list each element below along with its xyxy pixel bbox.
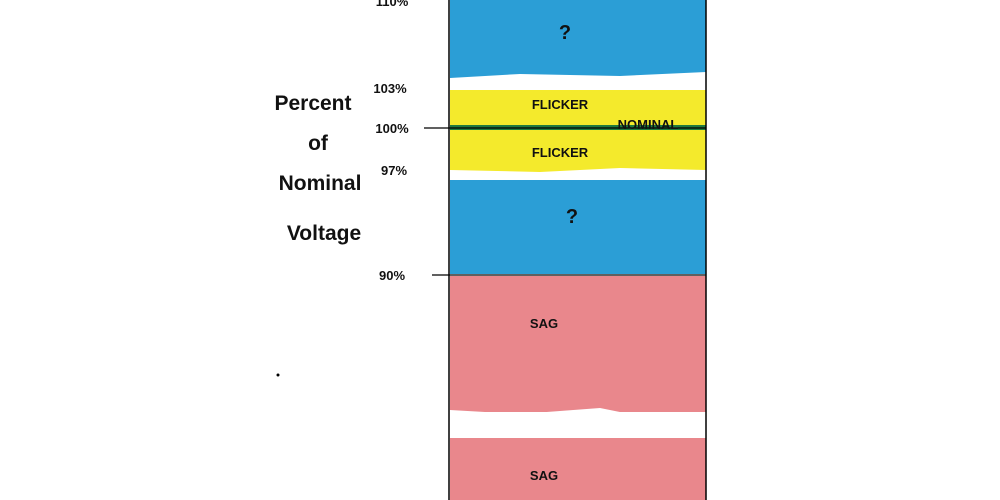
- lower-flicker-label: FLICKER: [531, 145, 589, 160]
- lower-unknown-region: [450, 180, 706, 274]
- axis-title-line-1: Percent: [274, 92, 352, 115]
- gap-white-3: [450, 408, 706, 442]
- sag-upper-label: SAG: [529, 316, 559, 331]
- axis-title-line-3: Nominal: [278, 172, 362, 195]
- stray-dot: [276, 373, 280, 377]
- upper-flicker-label: FLICKER: [531, 97, 589, 112]
- sag-region-lower: [450, 438, 706, 500]
- axis-title-line-2: of: [308, 132, 328, 155]
- lower-flicker-region: [450, 130, 706, 172]
- sag-lower-label: SAG: [529, 468, 559, 483]
- tick-label-97: 97%: [380, 163, 408, 178]
- upper-unknown-label: ?: [558, 22, 572, 44]
- axis-title-line-4: Voltage: [286, 222, 362, 245]
- upper-flicker-region: [450, 90, 706, 128]
- tick-label-110: 110%: [375, 0, 409, 9]
- sag-region-upper: [450, 276, 706, 412]
- lower-unknown-label: ?: [565, 206, 579, 228]
- gap-white-1: [450, 72, 706, 94]
- tick-label-90: 90%: [378, 268, 406, 283]
- nominal-label: NOMINAL: [617, 117, 679, 132]
- tick-label-103: 103%: [373, 81, 407, 96]
- tick-label-100: 100%: [375, 121, 409, 136]
- upper-unknown-region: [450, 0, 706, 82]
